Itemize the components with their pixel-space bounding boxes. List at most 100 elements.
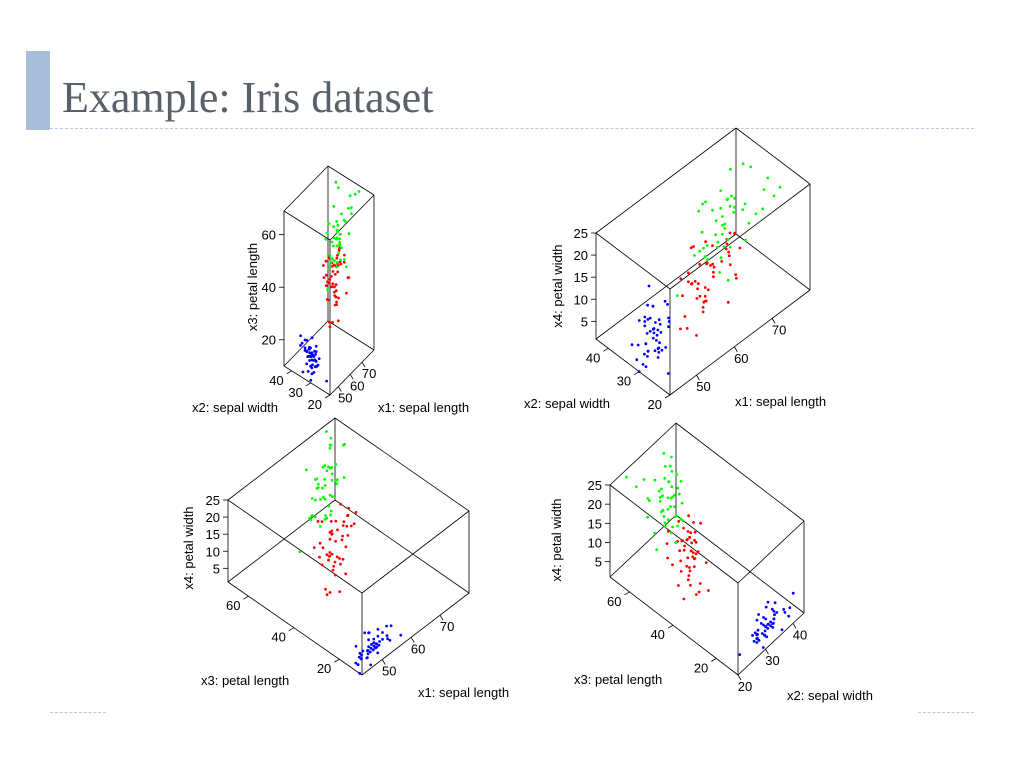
data-point: [370, 643, 373, 646]
data-point: [696, 282, 700, 285]
data-point: [701, 310, 705, 314]
data-point: [703, 294, 707, 298]
data-point: [728, 205, 732, 208]
data-point: [667, 325, 670, 329]
data-point: [728, 245, 732, 249]
data-point: [702, 246, 705, 250]
data-point: [677, 520, 681, 523]
data-point: [344, 572, 348, 576]
data-point: [703, 255, 707, 258]
data-point: [693, 530, 697, 534]
y-tick-mark: [286, 370, 292, 375]
data-point: [698, 294, 702, 298]
data-point: [666, 303, 669, 306]
data-point: [399, 633, 403, 637]
data-point: [701, 306, 705, 309]
data-point: [378, 640, 381, 643]
data-point: [339, 258, 342, 262]
data-point: [762, 616, 765, 619]
data-point: [333, 272, 337, 276]
data-point: [330, 257, 334, 260]
data-point: [348, 194, 352, 198]
x-tick-label: 50: [382, 663, 396, 678]
data-point: [308, 359, 311, 362]
data-point: [314, 344, 318, 348]
data-point: [783, 611, 787, 614]
box-edge: [735, 233, 811, 291]
x-tick-label: 70: [772, 322, 786, 337]
data-point: [667, 480, 670, 484]
data-point: [323, 478, 327, 481]
data-point: [309, 378, 313, 382]
box-edge: [334, 417, 470, 512]
data-point: [669, 505, 672, 509]
data-point: [325, 379, 328, 383]
box-edge: [283, 210, 331, 241]
y-tick-label: 20: [648, 397, 662, 412]
data-point: [634, 485, 638, 489]
data-point: [751, 634, 754, 637]
data-point: [755, 618, 759, 622]
data-point: [663, 521, 667, 525]
data-point: [666, 496, 670, 500]
data-point: [704, 561, 708, 564]
data-point: [643, 352, 646, 356]
footer-divider-right: [918, 712, 974, 713]
data-point: [675, 472, 679, 476]
data-point: [719, 206, 723, 210]
data-point: [326, 288, 329, 292]
data-point: [707, 589, 710, 592]
data-point: [756, 628, 760, 632]
x-tick-mark: [696, 374, 700, 381]
box-edge: [283, 165, 329, 212]
data-point: [686, 538, 689, 541]
series-3: [625, 451, 685, 552]
data-point: [310, 336, 314, 340]
data-point: [659, 331, 663, 334]
z-tick-label: 60: [262, 228, 276, 243]
data-point: [683, 544, 686, 548]
z-tick-label: 5: [595, 555, 602, 570]
data-point: [673, 505, 676, 508]
data-point: [644, 342, 648, 346]
data-point: [334, 479, 338, 482]
data-point: [662, 451, 666, 455]
data-point: [357, 655, 361, 659]
z-axis-label: x4: petal width: [181, 506, 196, 589]
y-axis-label: x3: petal length: [574, 672, 662, 687]
box-edge: [675, 514, 805, 614]
data-point: [332, 205, 336, 208]
data-point: [778, 185, 782, 189]
data-point: [726, 197, 729, 201]
series-1: [354, 624, 403, 675]
data-point: [732, 211, 736, 214]
z-tick-label: 20: [206, 510, 220, 525]
data-point: [338, 590, 342, 593]
box-edge: [327, 165, 375, 196]
data-point: [635, 358, 639, 362]
data-point: [771, 626, 775, 629]
data-point: [695, 593, 698, 596]
data-point: [316, 482, 320, 486]
data-point: [689, 549, 693, 553]
data-point: [354, 511, 358, 514]
data-point: [693, 538, 696, 542]
data-point: [334, 289, 338, 293]
data-point: [330, 552, 334, 556]
data-point: [712, 270, 715, 274]
x-axis-label: x1: sepal length: [378, 400, 469, 415]
data-point: [327, 504, 331, 508]
data-point: [666, 518, 670, 522]
data-point: [686, 578, 690, 582]
data-point: [630, 343, 634, 347]
data-point: [322, 276, 326, 279]
data-point: [648, 316, 652, 320]
data-point: [694, 540, 698, 544]
data-point: [320, 563, 324, 567]
data-point: [327, 256, 331, 260]
data-point: [721, 223, 724, 227]
series-1: [738, 591, 795, 656]
data-point: [341, 534, 344, 538]
data-point: [764, 605, 768, 609]
data-point: [345, 265, 348, 269]
